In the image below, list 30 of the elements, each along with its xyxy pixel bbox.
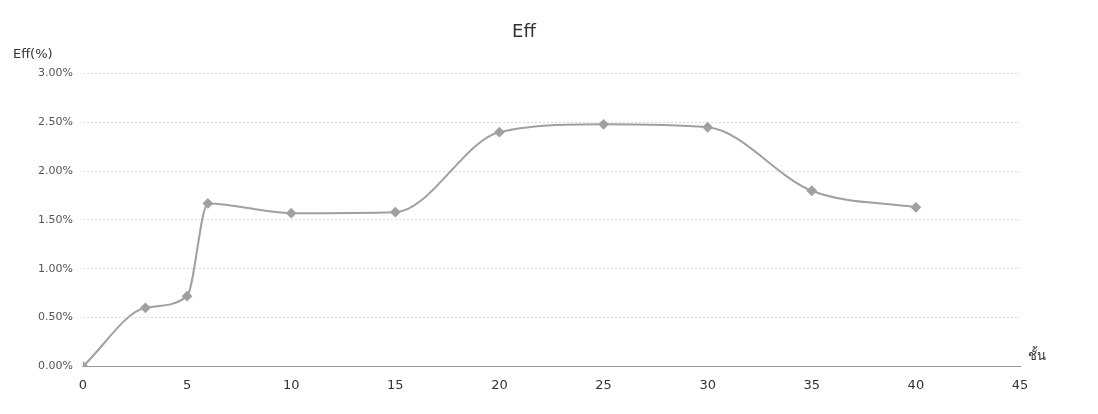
y-tick-label: 2.50% — [37, 115, 73, 129]
x-tick-label: 5 — [182, 376, 192, 392]
x-tick-label: 45 — [1011, 376, 1029, 392]
x-tick-label: 15 — [387, 376, 404, 392]
x-tick-label: 0 — [78, 376, 88, 392]
y-tick-label: 3.00% — [37, 66, 73, 80]
chart-title: Eff — [512, 20, 537, 42]
point — [182, 291, 193, 302]
x-tick-label: 35 — [803, 376, 821, 392]
y-tick-label: 2.00% — [37, 164, 73, 178]
point — [202, 198, 213, 209]
y-tick-label: 1.50% — [37, 212, 73, 226]
x-tick-label: 20 — [491, 376, 508, 392]
point — [494, 127, 505, 138]
point — [598, 119, 609, 130]
y-tick-label: 1.00% — [37, 261, 73, 275]
x-tick-label: 25 — [595, 376, 612, 392]
point — [286, 208, 297, 219]
point — [806, 185, 817, 196]
x-tick-label: 40 — [907, 376, 925, 392]
point — [910, 202, 921, 213]
y-tick-label: 0.00% — [37, 359, 73, 373]
x-tick-label: 30 — [699, 376, 716, 392]
point — [702, 122, 713, 133]
point — [140, 302, 151, 313]
x-tick-label: 10 — [282, 376, 300, 392]
point — [390, 207, 401, 218]
y-tick-label: 0.50% — [37, 310, 73, 324]
y-axis-title: Eff(%) — [12, 46, 53, 62]
x-axis-title: ชั้น — [1028, 345, 1046, 363]
